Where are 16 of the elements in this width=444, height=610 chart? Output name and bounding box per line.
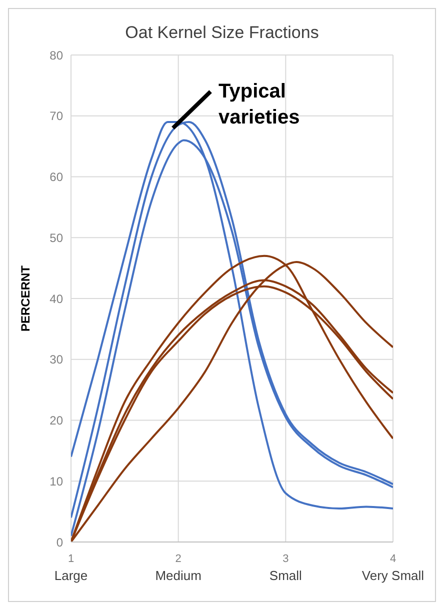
- y-tick-label: 30: [50, 352, 64, 367]
- y-tick-label: 60: [50, 170, 64, 184]
- y-tick-label: 10: [50, 474, 64, 488]
- y-tick-label: 0: [56, 535, 64, 550]
- chart-title: Oat Kernel Size Fractions: [124, 23, 320, 43]
- x-tick-label: 1 Large: [54, 553, 88, 583]
- x-tick-label: 4 Very Small: [362, 553, 424, 583]
- y-tick-label: 80: [50, 48, 64, 62]
- y-tick-label: 20: [50, 414, 64, 428]
- y-axis-title: PERCERNT: [18, 264, 32, 332]
- annotation: Typical varieties: [218, 80, 300, 129]
- y-tick-label: 70: [50, 109, 64, 124]
- y-tick-label: 40: [50, 292, 64, 306]
- x-tick-label: 2 Medium: [155, 553, 202, 583]
- x-tick-label: 3 Small: [269, 553, 302, 583]
- y-tick-label: 50: [50, 230, 64, 245]
